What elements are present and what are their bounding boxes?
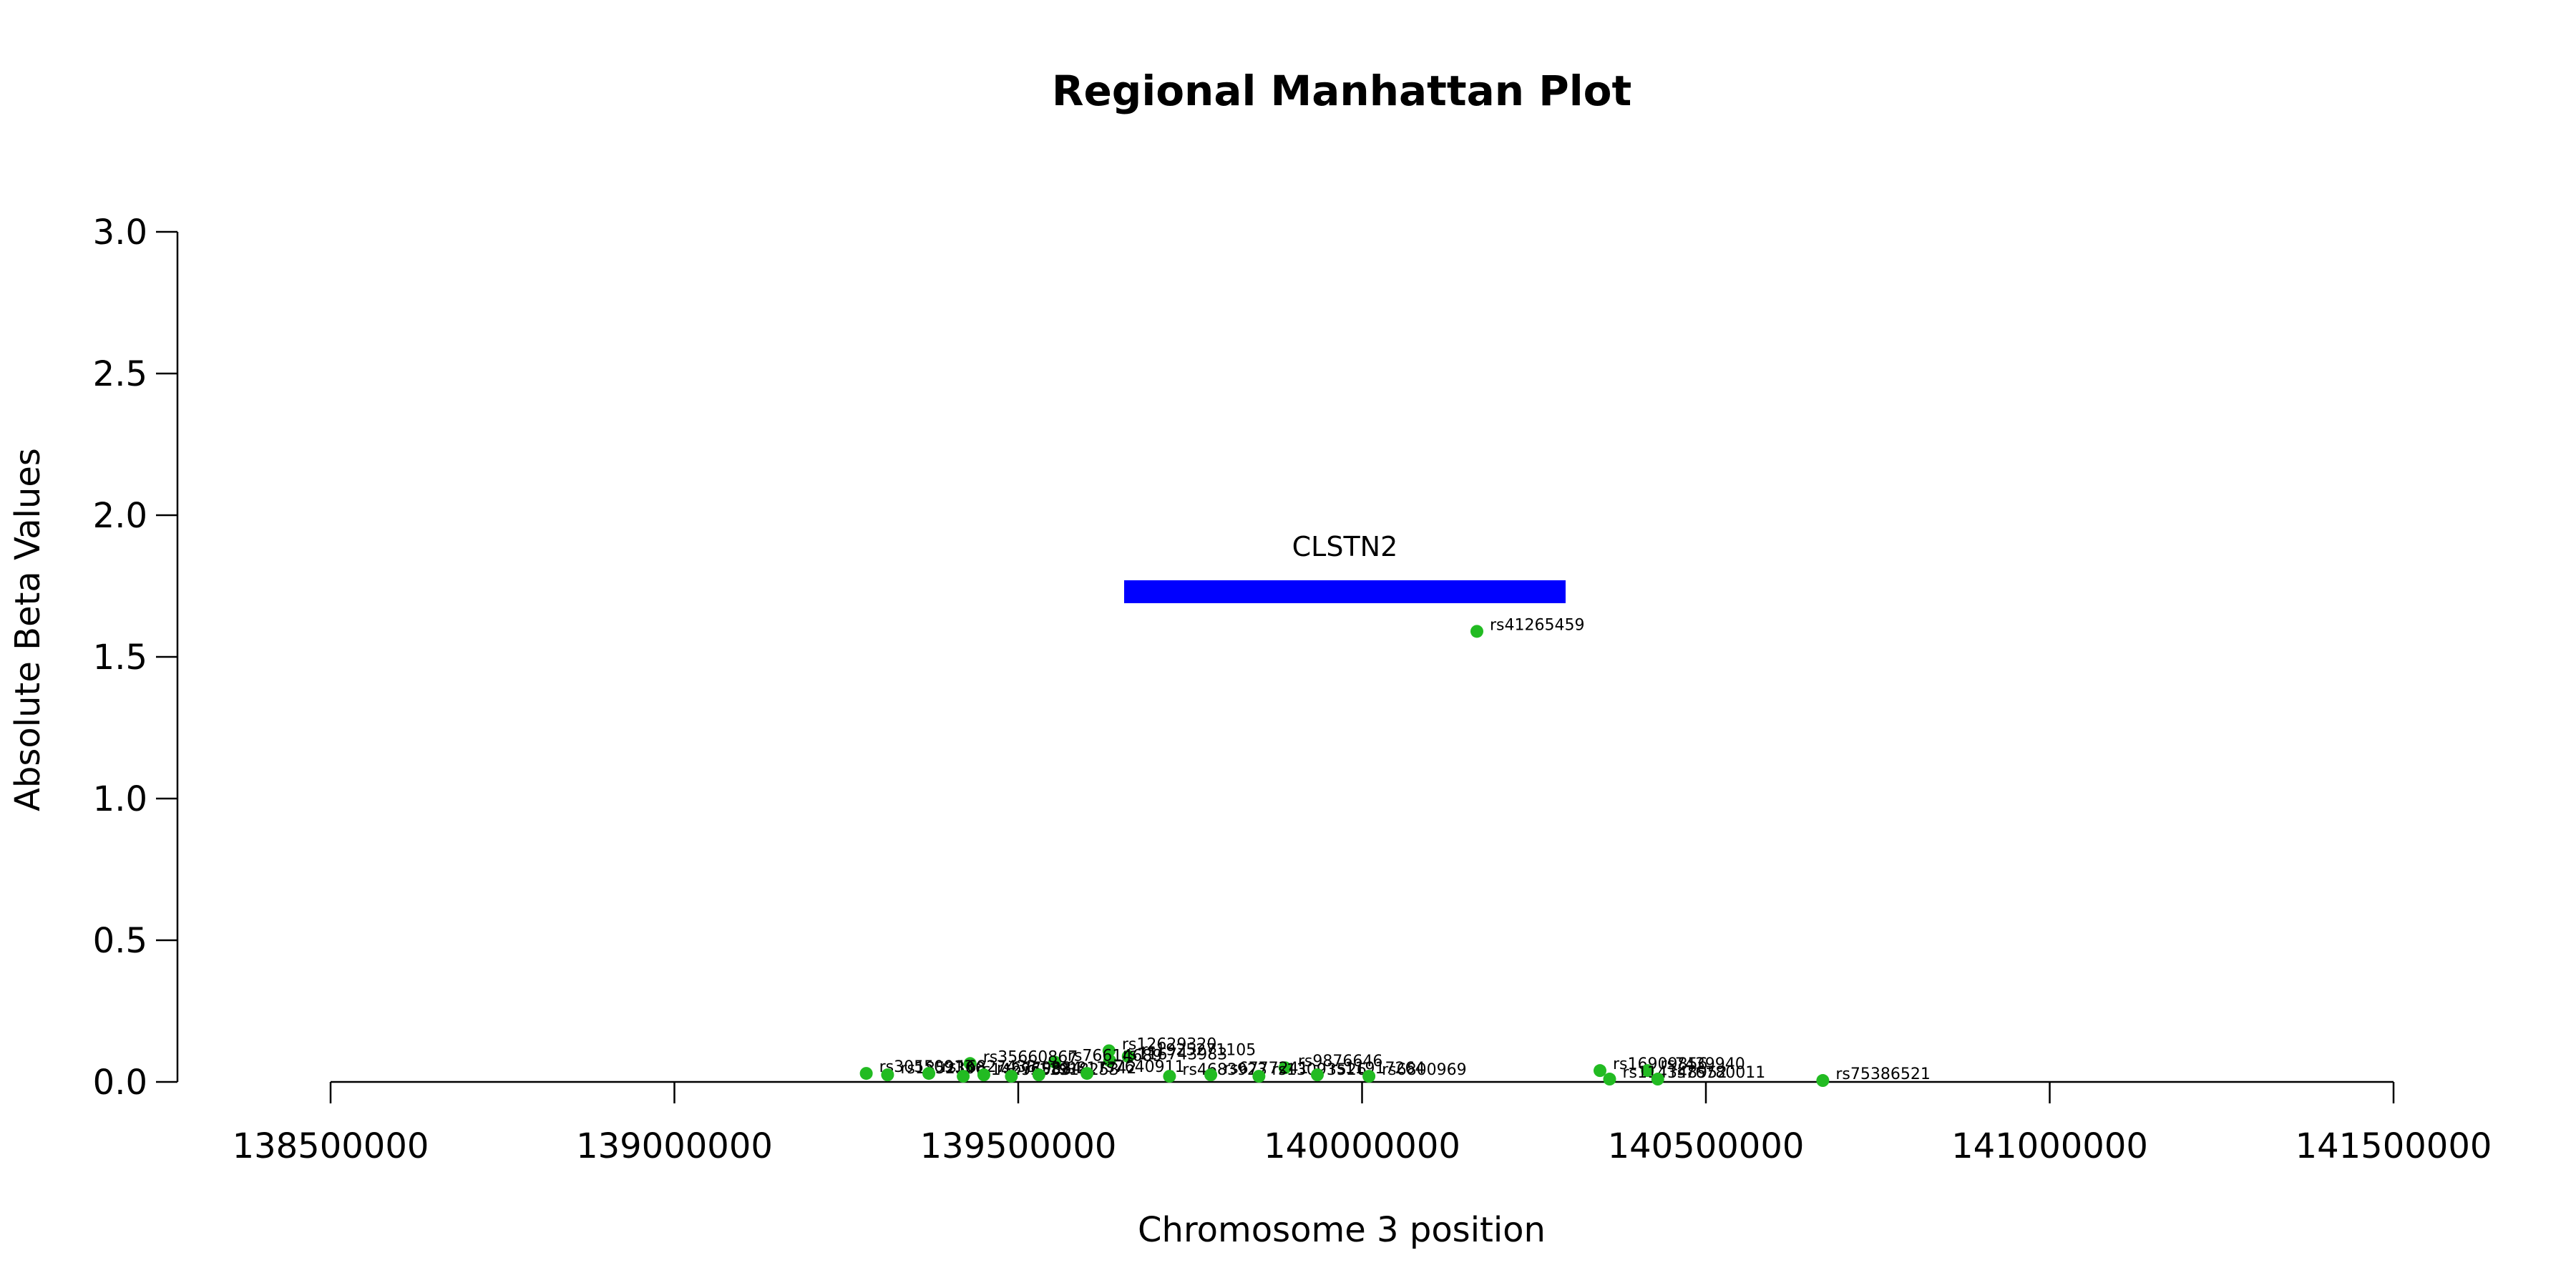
y-axis-label: Absolute Beta Values bbox=[8, 448, 48, 811]
x-tick-label: 138500000 bbox=[233, 1126, 429, 1166]
snp-label: rs14296583 bbox=[976, 1061, 1070, 1079]
snp-point bbox=[922, 1067, 936, 1080]
snp-label: rs76780011 bbox=[1671, 1064, 1765, 1082]
snp-point bbox=[1252, 1070, 1266, 1083]
snp-point bbox=[1163, 1070, 1176, 1083]
snp-point bbox=[957, 1070, 970, 1083]
snp-point bbox=[1102, 1044, 1116, 1058]
snp-point bbox=[1362, 1070, 1376, 1083]
snp-point bbox=[1470, 625, 1483, 638]
snp-point bbox=[1816, 1074, 1830, 1088]
snp-point bbox=[1048, 1055, 1061, 1069]
snp-point bbox=[963, 1057, 977, 1070]
x-tick-label: 141000000 bbox=[1951, 1126, 2148, 1166]
snp-point bbox=[1032, 1068, 1045, 1082]
gene-bar bbox=[1123, 580, 1566, 603]
snp-point bbox=[1651, 1073, 1664, 1086]
x-tick-label: 139000000 bbox=[576, 1126, 773, 1166]
snp-point bbox=[881, 1068, 894, 1082]
gene-label: CLSTN2 bbox=[1292, 531, 1398, 562]
x-axis-label: Chromosome 3 position bbox=[1138, 1210, 1546, 1250]
y-tick-label: 3.0 bbox=[93, 213, 147, 253]
snp-point bbox=[1103, 1054, 1116, 1068]
chart-title: Regional Manhattan Plot bbox=[1052, 67, 1631, 115]
snp-point bbox=[1080, 1067, 1094, 1080]
snp-points: rs41265459 rs12629320rs1925271105rs116743… bbox=[859, 616, 1931, 1088]
y-tick-label: 0.5 bbox=[93, 921, 147, 961]
snp-label: rs12629320 bbox=[1122, 1035, 1216, 1053]
y-tick-label: 2.0 bbox=[93, 496, 147, 536]
snp-point bbox=[1594, 1064, 1607, 1078]
gene-track: CLSTN2 bbox=[1123, 531, 1566, 603]
snp-label: rs116743983 bbox=[1123, 1045, 1227, 1063]
snp-label: rs11917264 bbox=[1330, 1060, 1425, 1078]
snp-point bbox=[1641, 1064, 1654, 1078]
snp-label: rs6800969 bbox=[1382, 1061, 1466, 1079]
snp-point bbox=[1204, 1068, 1218, 1082]
x-tick-label: 139500000 bbox=[920, 1126, 1117, 1166]
snp-point bbox=[1603, 1073, 1616, 1086]
x-tick-label: 140500000 bbox=[1608, 1126, 1805, 1166]
y-tick-label: 1.5 bbox=[93, 638, 147, 678]
snp-label: rs35660867 bbox=[983, 1048, 1078, 1066]
y-tick-label: 2.5 bbox=[93, 354, 147, 394]
x-tick-label: 141500000 bbox=[2296, 1126, 2492, 1166]
y-tick-label: 1.0 bbox=[93, 779, 147, 819]
y-axis: 0.0 0.5 1.0 1.5 2.0 2.5 3.0 bbox=[93, 213, 179, 1103]
snp-label: rs6777241 bbox=[1224, 1060, 1309, 1078]
x-axis: 138500000 139000000 139500000 140000000 1405… bbox=[233, 1080, 2492, 1166]
snp-point bbox=[977, 1068, 990, 1082]
snp-point bbox=[859, 1067, 873, 1080]
snp-label: rs114348952 bbox=[1622, 1064, 1727, 1082]
snp-label: rs1925271105 bbox=[1141, 1041, 1256, 1059]
snp-label: rs1852300 bbox=[900, 1060, 985, 1078]
snp-point bbox=[1121, 1050, 1135, 1063]
snp-point bbox=[1278, 1061, 1292, 1075]
snp-label: rs41265459 bbox=[1490, 616, 1584, 634]
snp-point bbox=[1005, 1070, 1018, 1083]
snp-label: rs76614689 bbox=[1068, 1047, 1162, 1065]
snp-point bbox=[1311, 1068, 1324, 1082]
x-tick-label: 140000000 bbox=[1264, 1126, 1460, 1166]
y-tick-label: 0.0 bbox=[93, 1063, 147, 1103]
snp-label: rs7439940 bbox=[1660, 1055, 1745, 1073]
snp-label: rs16909856 bbox=[1613, 1055, 1707, 1073]
snp-label: rs9876646 bbox=[1298, 1053, 1383, 1070]
snp-label: rs9817742 bbox=[1052, 1060, 1137, 1078]
snp-label: rs75386521 bbox=[1835, 1065, 1930, 1083]
